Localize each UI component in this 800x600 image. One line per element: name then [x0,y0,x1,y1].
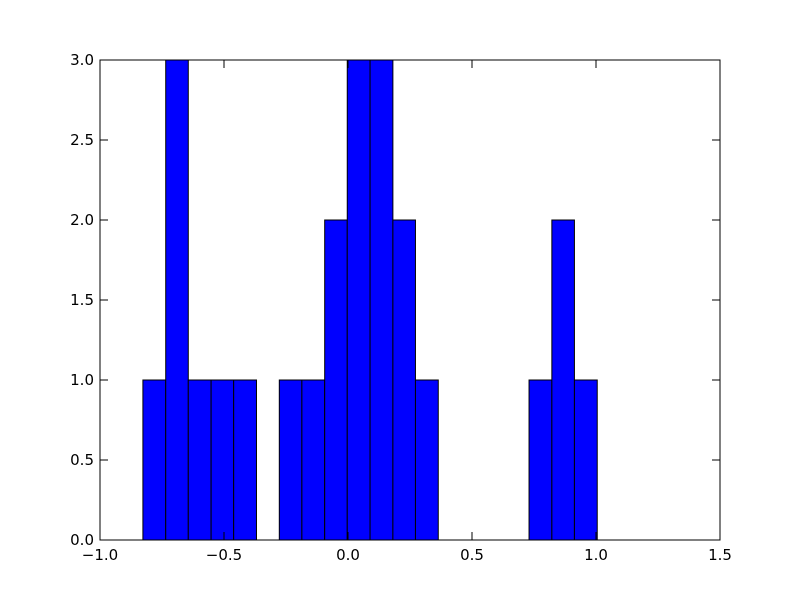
bar [392,219,416,541]
y-tick-label: 0.5 [70,451,94,469]
y-tick-label: 0.0 [70,531,94,549]
bar [528,379,553,541]
bar [210,379,235,541]
x-tick-label: 1.0 [584,546,608,564]
bar [414,379,439,541]
y-tick-label: 3.0 [70,51,94,69]
bar [278,379,303,541]
x-tick-label: 0.0 [336,546,360,564]
y-tick-label: 2.5 [70,131,94,149]
x-tick-label: 1.5 [708,546,732,564]
bar [165,59,189,541]
x-tick-label: −1.0 [82,546,118,564]
bar [301,379,326,541]
y-tick-label: 2.0 [70,211,94,229]
y-tick-label: 1.5 [70,291,94,309]
x-tick-label: 0.5 [460,546,484,564]
y-tick-label: 1.0 [70,371,94,389]
bar [233,379,257,541]
bar [573,379,598,541]
bar [187,379,212,541]
bar [142,379,167,541]
bar [551,219,575,541]
x-tick-label: −0.5 [206,546,242,564]
bar [369,59,394,541]
bar [346,59,371,541]
bar [324,219,348,541]
